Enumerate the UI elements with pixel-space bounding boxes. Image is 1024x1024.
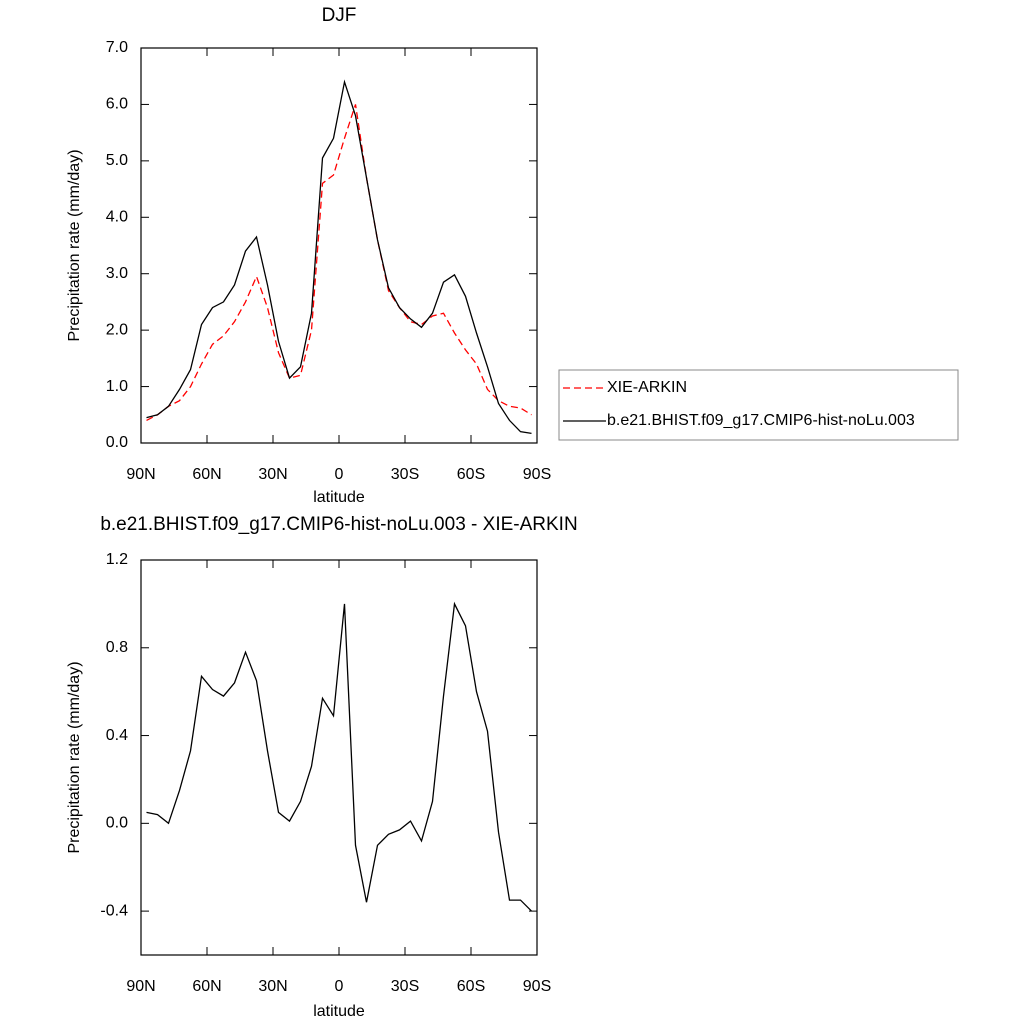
x-tick-label: 90S (523, 466, 551, 483)
data-line (146, 104, 532, 421)
x-tick-label: 60N (192, 978, 221, 995)
plot-frame (140, 47, 538, 444)
x-tick-label: 0 (335, 466, 344, 483)
x-axis-label: latitude (313, 489, 365, 506)
y-axis-label: Precipitation rate (mm/day) (66, 149, 83, 341)
plot-frame (140, 559, 538, 956)
chart-title: DJF (322, 5, 357, 26)
y-tick-label: 0.4 (106, 727, 128, 744)
x-tick-label: 60S (457, 466, 485, 483)
data-line (146, 601, 532, 912)
x-tick-label: 60N (192, 466, 221, 483)
legend-label: XIE-ARKIN (607, 379, 687, 396)
y-tick-label: 0.0 (106, 815, 128, 832)
x-tick-label: 0 (335, 978, 344, 995)
y-tick-label: -0.4 (100, 902, 128, 919)
y-tick-label: 4.0 (106, 209, 128, 226)
y-tick-label: 1.2 (106, 551, 128, 568)
x-tick-label: 30N (258, 466, 287, 483)
data-line (146, 79, 532, 435)
y-tick-label: 2.0 (106, 321, 128, 338)
x-axis-label: latitude (313, 1003, 365, 1020)
chart-title: b.e21.BHIST.f09_g17.CMIP6-hist-noLu.003 … (100, 514, 577, 535)
x-tick-label: 30S (391, 466, 419, 483)
y-tick-label: 3.0 (106, 265, 128, 282)
y-tick-label: 7.0 (106, 39, 128, 56)
x-tick-label: 90N (126, 466, 155, 483)
x-tick-label: 90N (126, 978, 155, 995)
y-tick-label: 5.0 (106, 152, 128, 169)
y-tick-label: 0.8 (106, 639, 128, 656)
legend-box (558, 369, 959, 441)
legend-label: b.e21.BHIST.f09_g17.CMIP6-hist-noLu.003 (607, 412, 915, 429)
x-tick-label: 90S (523, 978, 551, 995)
y-tick-label: 1.0 (106, 378, 128, 395)
y-tick-label: 0.0 (106, 434, 128, 451)
x-tick-label: 30S (391, 978, 419, 995)
x-tick-label: 60S (457, 978, 485, 995)
y-axis-label: Precipitation rate (mm/day) (66, 661, 83, 853)
y-tick-label: 6.0 (106, 96, 128, 113)
x-tick-label: 30N (258, 978, 287, 995)
